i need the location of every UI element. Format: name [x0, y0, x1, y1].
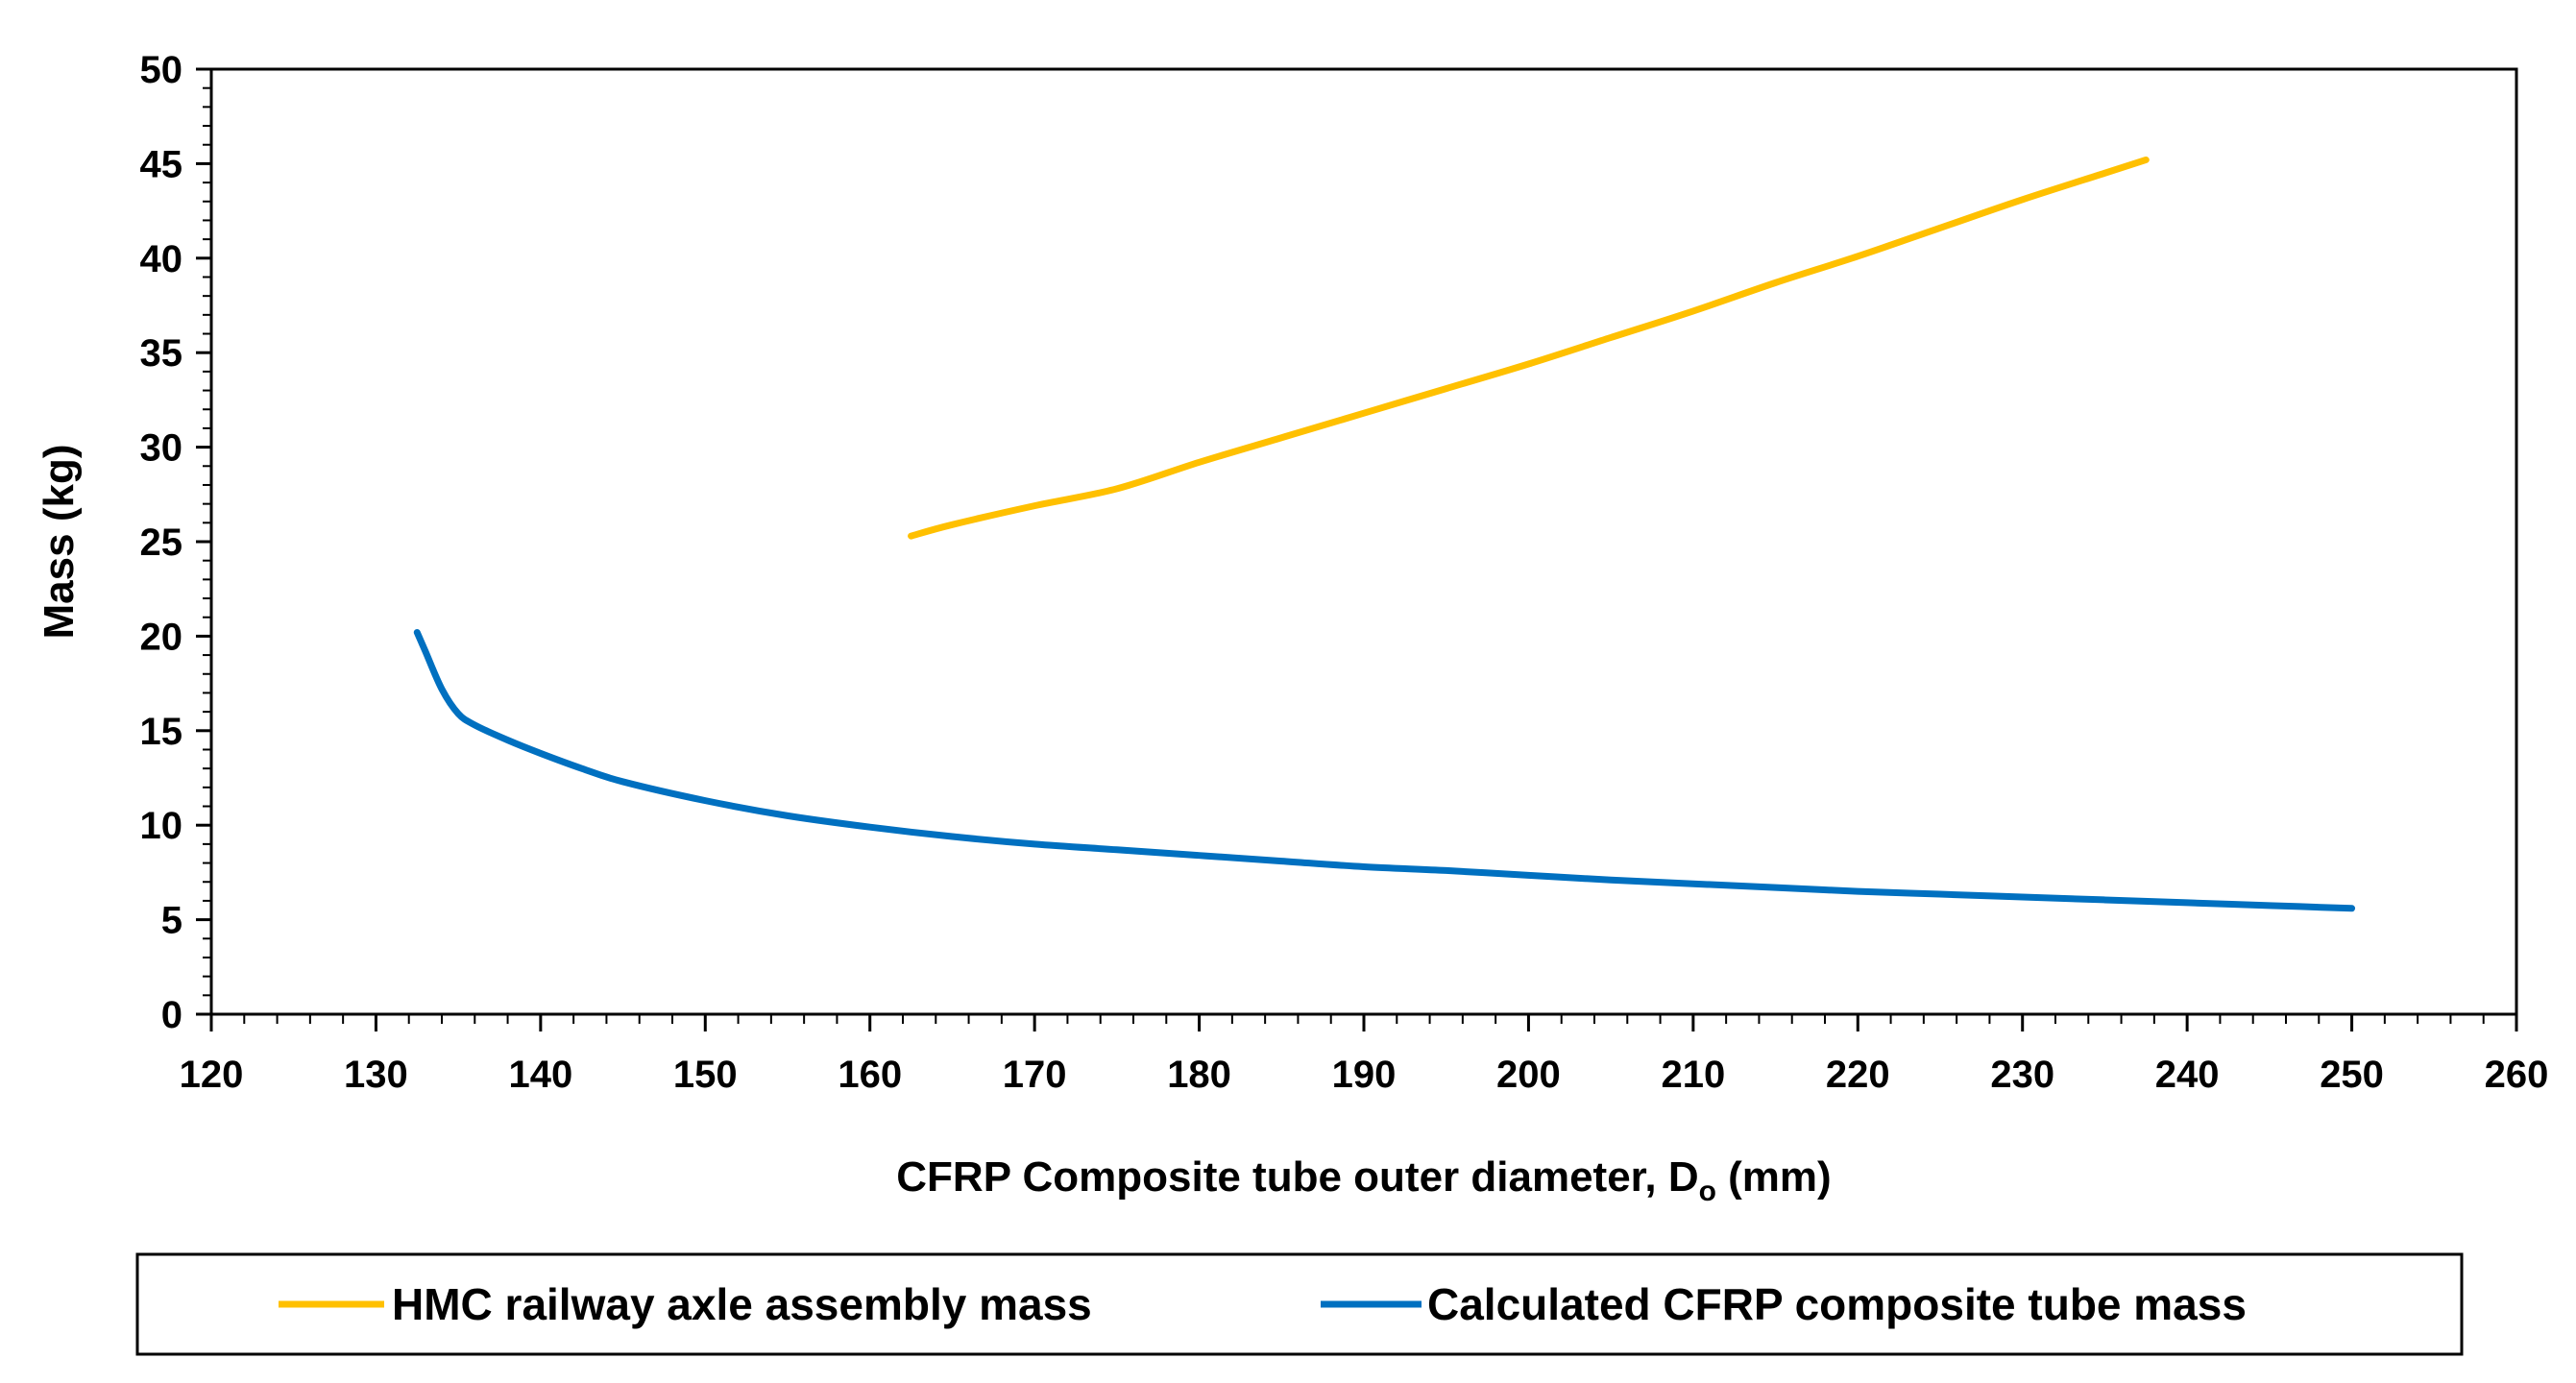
x-tick-label-190: 190: [1332, 1054, 1397, 1096]
y-tick-label-40: 40: [140, 238, 183, 280]
x-tick-label-230: 230: [1990, 1054, 2054, 1096]
x-axis-tick-labels: 120 130 140 150 160 170 180 190 200 210 220 230 240 2…: [180, 1054, 2549, 1096]
legend-label-hmc-axle: HMC railway axle assembly mass: [392, 1279, 1092, 1329]
x-tick-label-260: 260: [2485, 1054, 2549, 1096]
x-axis-title: CFRP Composite tube outer diameter, Do (…: [896, 1153, 1831, 1207]
y-tick-label-50: 50: [140, 49, 183, 91]
x-tick-label-150: 150: [673, 1054, 738, 1096]
x-tick-label-170: 170: [1003, 1054, 1067, 1096]
y-tick-label-10: 10: [140, 805, 183, 847]
x-tick-label-120: 120: [180, 1054, 244, 1096]
x-tick-label-200: 200: [1496, 1054, 1561, 1096]
x-tick-label-220: 220: [1826, 1054, 1890, 1096]
y-tick-label-15: 15: [140, 711, 183, 753]
x-axis-title-main: CFRP Composite tube outer diameter, D: [896, 1153, 1698, 1201]
y-tick-label-0: 0: [161, 994, 182, 1036]
x-tick-label-160: 160: [838, 1054, 902, 1096]
x-tick-label-210: 210: [1661, 1054, 1725, 1096]
legend-frame: [135, 1252, 2464, 1356]
y-tick-label-30: 30: [140, 427, 183, 470]
x-axis-title-subscript: o: [1699, 1176, 1716, 1207]
x-axis-title-suffix: (mm): [1716, 1153, 1832, 1201]
series-line-cfrp-tube-mass: [413, 628, 2356, 912]
y-tick-label-25: 25: [140, 522, 183, 564]
x-tick-label-240: 240: [2155, 1054, 2220, 1096]
legend-label-cfrp-tube: Calculated CFRP composite tube mass: [1427, 1279, 2247, 1329]
x-axis-ticks: [209, 1014, 2518, 1031]
series-lines: [413, 156, 2356, 912]
legend: HMC railway axle assembly mass Calculate…: [135, 1252, 2464, 1356]
x-tick-label-130: 130: [344, 1054, 408, 1096]
y-axis-title: Mass (kg): [36, 445, 83, 640]
y-tick-label-45: 45: [140, 143, 183, 185]
y-tick-label-20: 20: [140, 616, 183, 658]
series-line-hmc-axle-mass: [908, 156, 2150, 540]
y-tick-label-5: 5: [161, 900, 182, 942]
x-tick-label-140: 140: [508, 1054, 572, 1096]
y-tick-label-35: 35: [140, 332, 183, 375]
x-tick-label-250: 250: [2320, 1054, 2384, 1096]
x-tick-label-180: 180: [1167, 1054, 1231, 1096]
y-axis-ticks: [196, 67, 211, 1016]
y-axis-tick-labels: 0 5 10 15 20 25 30 35 40 45 50: [140, 49, 183, 1036]
